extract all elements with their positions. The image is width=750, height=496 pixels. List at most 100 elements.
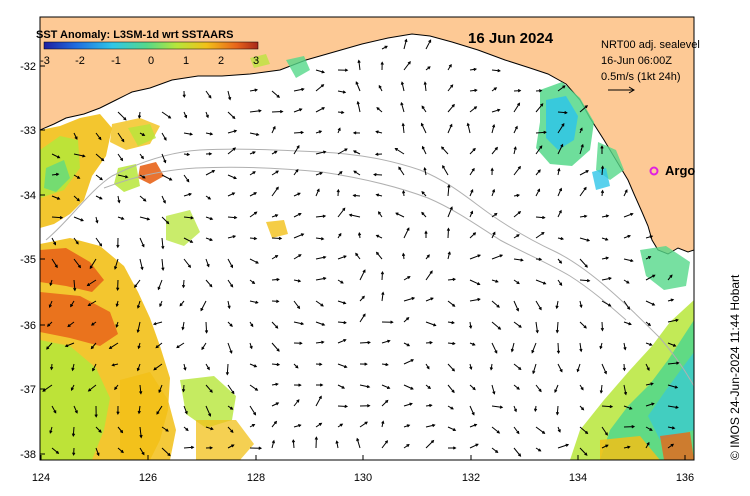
current-vector-head	[622, 367, 626, 372]
current-vector	[139, 384, 142, 394]
current-vector-head	[583, 214, 588, 218]
current-vector	[73, 153, 85, 157]
current-vector-head	[336, 188, 340, 193]
current-vector-head	[669, 274, 673, 278]
current-vector-head	[533, 408, 538, 413]
current-vector	[271, 342, 280, 352]
current-vector	[109, 342, 119, 349]
current-vector-head	[516, 308, 519, 312]
current-vector	[205, 90, 212, 99]
current-vector	[315, 172, 323, 176]
current-vector	[89, 258, 97, 269]
current-vector-head	[189, 132, 194, 136]
current-vector-head	[559, 369, 563, 373]
current-vector-head	[626, 280, 630, 284]
current-vector-head	[98, 136, 102, 141]
current-vector-head	[323, 255, 327, 259]
current-vector	[92, 363, 97, 371]
current-vector-head	[600, 327, 604, 332]
current-vector-head	[491, 188, 496, 193]
valid-time-label: 16-Jun 06:00Z	[601, 55, 672, 67]
current-vector	[601, 166, 604, 176]
current-vector-head	[470, 189, 474, 193]
current-vector	[557, 342, 560, 354]
current-vector-head	[541, 232, 545, 236]
current-vector	[161, 447, 171, 456]
current-vector-head	[647, 256, 652, 260]
current-vector	[183, 258, 191, 268]
current-vector-head	[251, 280, 256, 285]
current-vector	[315, 237, 324, 240]
current-vector	[271, 187, 279, 197]
current-vector-head	[600, 189, 605, 194]
argo-circle-icon[interactable]	[649, 166, 659, 176]
current-vector	[205, 384, 213, 393]
current-vector-head	[652, 274, 656, 278]
current-vector-head	[384, 440, 389, 444]
current-vector-head	[153, 367, 157, 371]
current-vector-head	[59, 215, 64, 220]
current-vector-head	[671, 426, 676, 430]
current-vector	[249, 363, 257, 368]
current-vector	[205, 321, 208, 333]
current-vector-head	[176, 345, 180, 349]
current-vector	[491, 321, 501, 330]
current-vector-head	[167, 452, 171, 457]
current-vector-head	[579, 304, 583, 309]
current-vector-head	[430, 439, 435, 444]
argo-float-marker[interactable]: Argo	[649, 163, 696, 178]
map-plot-area	[40, 17, 694, 460]
current-vector-head	[183, 367, 187, 371]
current-vector-head	[228, 96, 232, 101]
current-vector	[182, 321, 185, 330]
current-vector-head	[451, 103, 455, 108]
current-vector-head	[207, 196, 212, 200]
current-vector-head	[513, 146, 517, 150]
current-vector	[139, 195, 147, 202]
current-vector	[447, 384, 455, 393]
current-vector-head	[410, 386, 414, 390]
current-vector-head	[560, 237, 565, 241]
current-vector-head	[366, 404, 371, 408]
current-vector	[139, 237, 145, 247]
current-vector-head	[494, 350, 498, 354]
current-vector-head	[163, 137, 167, 141]
current-vector-head	[90, 345, 94, 350]
current-vector	[315, 321, 325, 326]
current-vector	[513, 384, 520, 390]
current-vector	[153, 321, 163, 325]
current-vector-head	[318, 130, 323, 134]
current-vector-head	[429, 270, 433, 274]
current-vector	[425, 270, 433, 281]
current-vector-head	[565, 443, 570, 447]
current-vector-head	[447, 184, 451, 188]
current-vector-head	[647, 322, 652, 327]
current-vector	[205, 170, 215, 176]
current-vector	[442, 165, 449, 176]
current-vector-head	[538, 89, 543, 93]
colorbar-tick: 0	[148, 55, 154, 67]
current-vector-head	[406, 227, 410, 231]
current-vector-head	[489, 367, 493, 371]
x-tick-label: 134	[569, 472, 587, 484]
current-vector	[557, 188, 562, 197]
current-vector-head	[406, 424, 411, 428]
current-vector-head	[432, 423, 436, 428]
current-vector-head	[342, 301, 347, 305]
current-vector	[183, 132, 193, 135]
current-vector	[271, 111, 283, 113]
current-vector	[469, 89, 477, 92]
current-vector-head	[516, 281, 520, 285]
colorbar-tick: 1	[183, 55, 189, 67]
current-vector	[293, 145, 300, 155]
current-vector-head	[342, 90, 347, 94]
map-title: SST Anomaly: L3SM-1d wrt SSTAARS	[36, 29, 233, 41]
current-vector-head	[46, 323, 51, 327]
x-tick-label: 136	[676, 472, 694, 484]
current-vector-head	[141, 244, 145, 248]
current-vector-head	[469, 366, 473, 371]
current-vector-head	[557, 429, 561, 433]
current-vector	[51, 237, 56, 245]
current-vector-head	[367, 340, 371, 345]
current-vector	[424, 82, 427, 92]
